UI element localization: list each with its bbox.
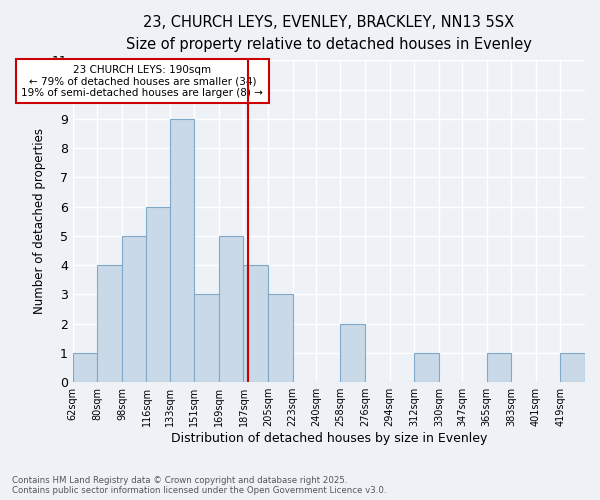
Bar [219,236,244,382]
Text: 23 CHURCH LEYS: 190sqm
← 79% of detached houses are smaller (34)
19% of semi-det: 23 CHURCH LEYS: 190sqm ← 79% of detached… [22,64,263,98]
Bar [244,265,268,382]
X-axis label: Distribution of detached houses by size in Evenley: Distribution of detached houses by size … [170,432,487,445]
Bar [340,324,365,382]
Bar [194,294,219,382]
Y-axis label: Number of detached properties: Number of detached properties [34,128,46,314]
Bar [487,353,511,382]
Bar [73,353,97,382]
Title: 23, CHURCH LEYS, EVENLEY, BRACKLEY, NN13 5SX
Size of property relative to detach: 23, CHURCH LEYS, EVENLEY, BRACKLEY, NN13… [126,15,532,52]
Bar [97,265,122,382]
Bar [268,294,293,382]
Bar [414,353,439,382]
Bar [560,353,585,382]
Text: Contains HM Land Registry data © Crown copyright and database right 2025.
Contai: Contains HM Land Registry data © Crown c… [12,476,386,495]
Bar [122,236,146,382]
Bar [146,206,170,382]
Bar [170,119,194,382]
